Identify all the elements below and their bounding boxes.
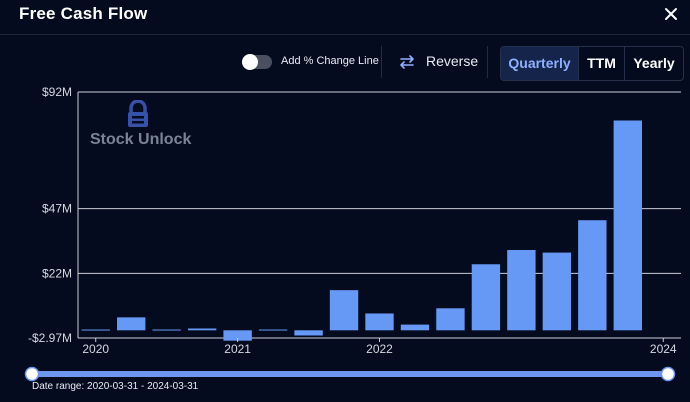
bar [578, 220, 607, 331]
bar [542, 252, 572, 331]
period-ttm-button[interactable]: TTM [587, 55, 616, 71]
range-start-handle[interactable] [24, 366, 40, 382]
y-tick-label: $22M [42, 266, 72, 280]
toolbar-divider [381, 46, 382, 78]
change-line-label: Add % Change Line [281, 55, 379, 67]
bar [81, 329, 110, 331]
watermark-text: Stock Unlock [90, 131, 192, 148]
bar [294, 330, 323, 336]
reverse-button[interactable]: Reverse [426, 53, 479, 69]
toolbar-divider [487, 46, 488, 78]
swap-arrows-icon[interactable] [398, 54, 416, 70]
x-tick-label: 2020 [82, 342, 109, 356]
free-cash-flow-chart: $92M $47M $22M -$2.97M 2020 2021 2022 2024 [28, 85, 681, 356]
close-icon[interactable] [660, 3, 682, 25]
bar [329, 290, 359, 331]
period-yearly-button[interactable]: Yearly [633, 55, 675, 71]
page-title: Free Cash Flow [19, 4, 148, 23]
x-tick-label: 2024 [650, 342, 677, 356]
bar [258, 329, 288, 331]
y-tick-label: -$2.97M [28, 331, 72, 345]
bar [400, 324, 430, 331]
bar [436, 308, 465, 331]
date-range-slider[interactable] [24, 366, 676, 382]
header-bar: Free Cash Flow [0, 0, 690, 35]
segment-divider [578, 47, 579, 80]
chart-toolbar: Add % Change Line Reverse Quarterly TTM … [0, 42, 690, 82]
bar [117, 317, 146, 331]
bar [365, 313, 394, 331]
bar [152, 329, 181, 331]
change-line-toggle[interactable] [242, 54, 272, 70]
bar [187, 328, 217, 331]
bar [223, 330, 252, 341]
range-end-handle[interactable] [660, 366, 676, 382]
date-range-label: Date range: 2020-03-31 - 2024-03-31 [32, 381, 199, 392]
segment-divider [624, 47, 625, 80]
toggle-knob [242, 54, 258, 70]
bar [507, 250, 536, 331]
period-selector: Quarterly TTM Yearly [500, 46, 684, 81]
lock-logo-icon [128, 100, 148, 127]
x-tick-label: 2022 [366, 342, 393, 356]
x-tick-label: 2021 [224, 342, 251, 356]
bar [471, 264, 501, 331]
y-tick-label: $47M [42, 202, 72, 216]
period-quarterly-button[interactable]: Quarterly [501, 47, 578, 80]
bar [613, 120, 642, 331]
y-tick-label: $92M [42, 85, 72, 99]
